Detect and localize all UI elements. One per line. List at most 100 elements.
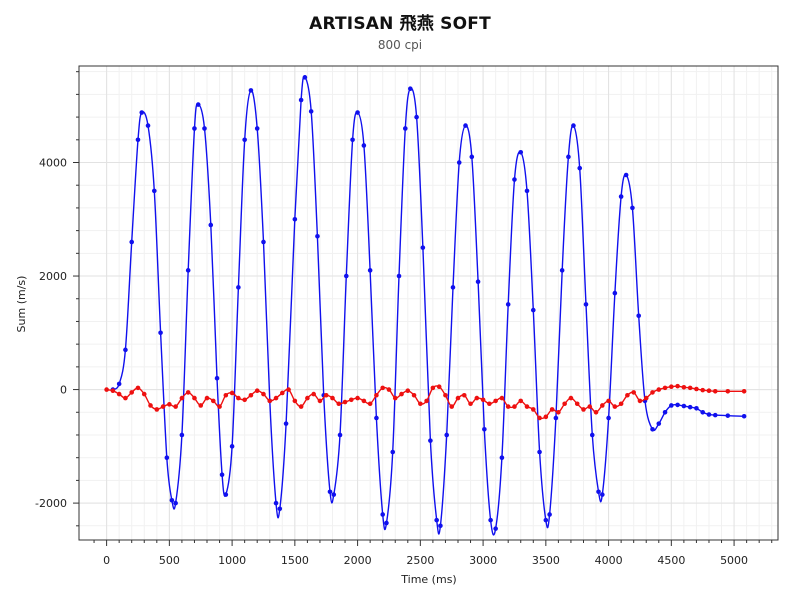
series-2-point: [104, 387, 109, 392]
series-1-point: [223, 492, 229, 497]
x-tick-label: 2000: [344, 554, 372, 567]
series-1-point: [283, 421, 289, 426]
series-2-point: [254, 388, 260, 394]
series-1-point: [493, 526, 498, 531]
series-2-point: [741, 388, 747, 394]
series-2-point: [687, 385, 693, 391]
series-2-point: [267, 398, 273, 404]
series-1-point: [571, 123, 576, 128]
series-1-point: [151, 188, 157, 194]
series-1-point: [518, 149, 524, 155]
series-2-point: [612, 404, 618, 409]
series-2-point: [543, 414, 549, 420]
series-2-point: [505, 404, 511, 409]
series-1-point: [438, 523, 443, 529]
series-2-point: [380, 385, 385, 391]
series-1-point: [577, 165, 583, 171]
series-1-point: [158, 330, 163, 336]
series-1-point: [355, 110, 360, 115]
series-1: [110, 75, 747, 536]
series-1-point: [543, 517, 549, 523]
series-1-point: [327, 489, 333, 495]
series-2-point: [461, 392, 467, 398]
series-2-point: [700, 387, 706, 393]
series-2-point: [355, 395, 360, 401]
series-1-point: [530, 307, 536, 313]
series-1-point: [396, 273, 402, 279]
series-2-point: [223, 392, 229, 398]
series-1-point: [292, 216, 298, 222]
series-2-point: [556, 409, 561, 415]
series-1-point: [618, 194, 624, 199]
series-2-point: [562, 401, 567, 407]
series-2-point: [154, 407, 160, 412]
series-1-point: [450, 285, 456, 290]
series-1-point: [444, 432, 449, 438]
series-2-point: [587, 404, 593, 409]
series-1-point: [475, 279, 481, 285]
series-2-point: [430, 385, 436, 391]
series-1-point: [164, 455, 170, 460]
series-2-point: [361, 398, 367, 404]
plot-frame: [78, 65, 779, 541]
series-1-point: [414, 114, 419, 120]
series-1-point: [202, 126, 207, 131]
series-1-point: [712, 412, 718, 418]
series-2-point: [499, 395, 505, 401]
series-2-point: [342, 399, 348, 405]
series-2-point: [311, 391, 316, 397]
series-1-point: [277, 506, 283, 512]
series-1-point: [254, 126, 260, 131]
series-2-point: [618, 401, 624, 407]
series-1-point: [248, 88, 254, 93]
series-2-point: [662, 385, 668, 391]
series-1-point: [402, 126, 408, 131]
series-1-point: [456, 160, 462, 165]
series-1-point: [236, 285, 241, 290]
series-2-point: [236, 395, 241, 401]
series-2-point: [392, 395, 398, 401]
series-1-point: [656, 421, 662, 426]
series-2-point: [261, 391, 266, 397]
series-2-point: [650, 390, 655, 395]
series-1-point: [374, 415, 379, 421]
series-2-point: [656, 387, 662, 392]
series-1-point: [408, 86, 413, 92]
series-1-point: [706, 412, 712, 417]
series-1-point: [135, 137, 141, 143]
series-2-point: [530, 407, 536, 412]
series-1-point: [499, 455, 505, 460]
series-2-point: [317, 398, 323, 404]
y-tick-label: 4000: [39, 157, 67, 170]
series-2-point: [286, 387, 291, 392]
series-2-point: [568, 395, 574, 401]
series-2-point: [110, 388, 116, 394]
axis-ticks: 0 500 1000 1500 2000 2500 3000 3500 4000 4500 5000…: [35, 71, 773, 567]
series-2-point: [424, 398, 429, 404]
series-1-point: [208, 222, 214, 228]
series-1-point: [298, 97, 304, 103]
series-2-point: [480, 397, 486, 403]
series-1-point: [623, 172, 629, 178]
series-2-point: [694, 386, 699, 392]
series-1-point: [380, 512, 385, 517]
series-1-point: [636, 313, 642, 319]
series-2-point: [129, 390, 135, 395]
series-1-point: [469, 154, 475, 160]
series-2-point: [600, 403, 605, 408]
series-2-point: [204, 395, 210, 401]
chart-title: ARTISAN 飛燕 SOFT: [309, 14, 491, 34]
series-2-point: [173, 404, 178, 409]
series-1-point: [662, 409, 668, 415]
series-1-point: [583, 302, 589, 307]
series-1-point: [219, 472, 225, 478]
series-1-point: [195, 102, 201, 107]
series-1-point: [547, 512, 552, 517]
series-2-point: [725, 388, 731, 394]
series-1-point: [650, 427, 655, 432]
x-tick-label: 3500: [532, 554, 560, 567]
series-2-point: [298, 404, 304, 409]
series-2-point: [167, 402, 172, 407]
x-axis-title: Time (ms): [400, 573, 456, 586]
